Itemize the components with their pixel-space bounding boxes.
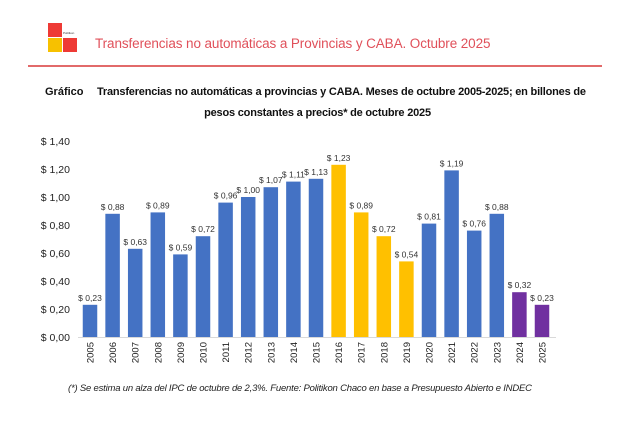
y-tick-label: $ 0,40 xyxy=(41,276,70,288)
logo-text: Politikon xyxy=(63,31,75,35)
data-label-2011: $ 0,96 xyxy=(214,191,238,201)
y-axis-ticks: $ 0,00 $ 0,20 $ 0,40 $ 0,60 $ 0,80 $ 1,00 $ 1,… xyxy=(41,136,70,344)
data-label-2007: $ 0,63 xyxy=(123,237,147,247)
bar-2016 xyxy=(331,164,346,337)
bar-2017 xyxy=(353,212,369,337)
bar-2007 xyxy=(127,248,143,337)
x-tick-label: 2022 xyxy=(470,342,481,363)
header-divider xyxy=(28,65,602,67)
x-tick-label: 2012 xyxy=(244,342,255,363)
data-label-2012: $ 1,00 xyxy=(236,185,260,195)
x-tick-label: 2014 xyxy=(289,342,300,363)
bar-2019 xyxy=(399,261,414,337)
data-label-2025: $ 0,23 xyxy=(530,293,554,303)
footnote: (*) Se estima un alza del IPC de octubre… xyxy=(68,383,532,394)
bar-2025 xyxy=(534,304,550,337)
x-tick-label: 2017 xyxy=(357,342,368,363)
x-tick-label: 2016 xyxy=(334,342,345,363)
bar-2018 xyxy=(376,236,392,337)
x-tick-label: 2020 xyxy=(425,342,436,363)
logo-square-bottom-left xyxy=(48,38,62,52)
bar-2012 xyxy=(240,197,256,337)
chart-title-line1: Transferencias no automáticas a provinci… xyxy=(97,86,586,98)
data-label-2013: $ 1,07 xyxy=(259,175,283,185)
data-label-2006: $ 0,88 xyxy=(101,202,125,212)
x-tick-label: 2021 xyxy=(447,342,458,363)
politikon-logo: Politikon xyxy=(48,23,78,55)
data-label-2016: $ 1,23 xyxy=(327,153,351,163)
x-tick-label: 2005 xyxy=(86,342,97,363)
chart-label: Gráfico xyxy=(45,86,84,98)
data-label-2018: $ 0,72 xyxy=(372,224,396,234)
data-label-2019: $ 0,54 xyxy=(395,249,419,259)
y-tick-label: $ 0,60 xyxy=(41,248,70,260)
data-label-2008: $ 0,89 xyxy=(146,200,170,210)
x-tick-label: 2008 xyxy=(153,342,164,363)
data-label-2023: $ 0,88 xyxy=(485,202,509,212)
header-title: Transferencias no automáticas a Provinci… xyxy=(95,36,491,51)
logo-square-bottom-right xyxy=(63,38,77,52)
bar-2015 xyxy=(308,178,324,337)
data-label-2014: $ 1,11 xyxy=(282,170,305,180)
y-tick-label: $ 0,00 xyxy=(41,332,70,344)
bar-2022 xyxy=(466,230,482,337)
x-tick-label: 2010 xyxy=(199,342,210,363)
y-tick-label: $ 0,20 xyxy=(41,304,70,316)
data-labels: $ 0,23 $ 0,88 $ 0,63 $ 0,89 $ 0,59 $ 0,72 $ 0,… xyxy=(78,153,554,303)
x-tick-label: 2015 xyxy=(312,342,323,363)
y-tick-label: $ 0,80 xyxy=(41,220,70,232)
logo-square-top-left xyxy=(48,23,62,37)
y-tick-label: $ 1,00 xyxy=(41,192,70,204)
x-tick-label: 2025 xyxy=(538,342,549,363)
data-label-2009: $ 0,59 xyxy=(169,242,193,252)
x-tick-label: 2013 xyxy=(266,342,277,363)
bars xyxy=(82,164,550,337)
x-tick-label: 2018 xyxy=(379,342,390,363)
x-axis-ticks: 2005 2006 2007 2008 2009 2010 2011 2012 2013 2014… xyxy=(86,342,549,363)
bar-2009 xyxy=(173,254,188,337)
bar-2023 xyxy=(489,213,505,337)
x-tick-label: 2007 xyxy=(131,342,142,363)
bar-2010 xyxy=(195,236,211,337)
data-label-2021: $ 1,19 xyxy=(440,158,464,168)
data-label-2010: $ 0,72 xyxy=(191,224,215,234)
x-tick-label: 2009 xyxy=(176,342,187,363)
bar-2020 xyxy=(421,223,437,337)
x-tick-label: 2024 xyxy=(515,342,526,363)
bar-2006 xyxy=(105,213,120,337)
data-label-2017: $ 0,89 xyxy=(349,200,373,210)
bar-2024 xyxy=(512,292,527,337)
bar-2011 xyxy=(218,202,233,337)
y-tick-label: $ 1,20 xyxy=(41,164,70,176)
chart-title-line2: pesos constantes a precios* de octubre 2… xyxy=(204,107,431,119)
bar-2014 xyxy=(286,181,301,337)
data-label-2024: $ 0,32 xyxy=(508,280,532,290)
y-tick-label: $ 1,40 xyxy=(41,136,70,148)
bar-2005 xyxy=(82,304,98,337)
x-tick-label: 2019 xyxy=(402,342,413,363)
data-label-2022: $ 0,76 xyxy=(462,219,486,229)
data-label-2020: $ 0,81 xyxy=(417,212,441,222)
bar-2013 xyxy=(263,187,279,337)
x-tick-label: 2023 xyxy=(492,342,503,363)
bar-2008 xyxy=(150,212,166,337)
bar-2021 xyxy=(444,170,459,337)
x-tick-label: 2006 xyxy=(108,342,119,363)
data-label-2015: $ 1,13 xyxy=(304,167,328,177)
x-tick-label: 2011 xyxy=(221,342,232,362)
data-label-2005: $ 0,23 xyxy=(78,293,102,303)
